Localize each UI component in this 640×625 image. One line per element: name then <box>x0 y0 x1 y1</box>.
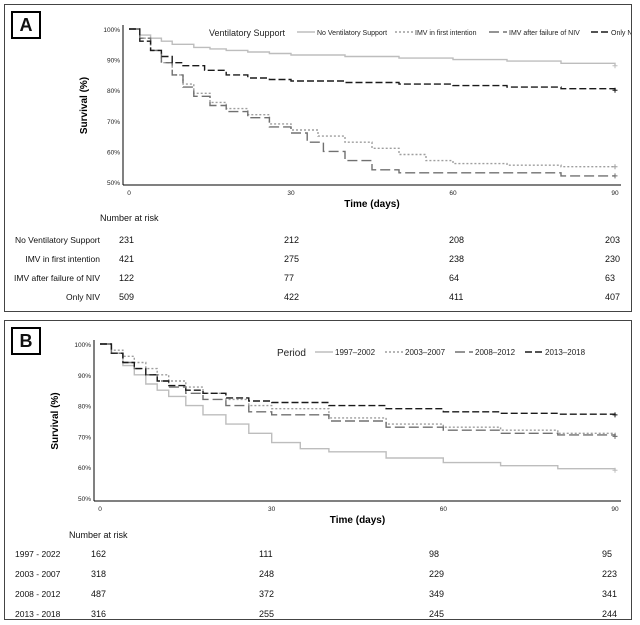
risk-value: 372 <box>259 589 275 599</box>
y-tick-label: 60% <box>78 465 91 472</box>
risk-row-label: 2008 - 2012 <box>15 589 61 599</box>
risk-row-label: Only NIV <box>65 292 100 302</box>
y-tick-label: 60% <box>107 149 120 156</box>
censor-mark <box>612 412 618 418</box>
risk-value: 238 <box>449 254 465 264</box>
y-tick-label: 90% <box>78 373 91 380</box>
series-line-2 <box>129 28 615 168</box>
risk-value: 162 <box>91 549 107 559</box>
censor-mark <box>612 467 618 473</box>
risk-value: 245 <box>429 609 445 619</box>
risk-value: 407 <box>605 292 621 302</box>
panel-a: A 50% 60% 70% 80% 90% 100% 0 30 60 90 Time (days) S… <box>4 4 632 312</box>
x-tick-label: 60 <box>449 190 457 197</box>
censor-mark <box>612 173 618 179</box>
risk-value: 341 <box>602 589 618 599</box>
risk-value: 411 <box>449 292 464 302</box>
y-tick-label: 50% <box>107 180 120 187</box>
risk-value: 111 <box>259 549 273 559</box>
y-tick-label: 50% <box>78 496 91 503</box>
y-axis-label: Survival (%) <box>79 77 90 134</box>
legend-entry-1: No Ventilatory Support <box>317 30 387 37</box>
chart-b: 50% 60% 70% 80% 90% 100% 0 30 60 90 Time (days) Sur… <box>50 340 621 526</box>
series-line-1 <box>100 343 616 471</box>
censor-mark <box>612 433 618 439</box>
y-tick-label: 100% <box>74 342 91 349</box>
risk-value: 223 <box>602 569 618 579</box>
risk-value: 122 <box>119 273 135 283</box>
risk-row-label: No Ventilatory Support <box>14 235 100 245</box>
risk-value: 421 <box>119 254 135 264</box>
series-line-3 <box>129 28 615 177</box>
risk-value: 95 <box>602 549 613 559</box>
risk-title-b: Number at risk <box>69 530 128 540</box>
risk-value: 203 <box>605 235 621 245</box>
series-line-1 <box>129 28 616 66</box>
x-axis-label: Time (days) <box>330 515 385 526</box>
legend-entry-2: IMV in first intention <box>415 30 477 37</box>
risk-value: 244 <box>602 609 618 619</box>
risk-value: 231 <box>119 235 135 245</box>
risk-value: 229 <box>429 569 445 579</box>
legend: Ventilatory Support No Ventilatory Suppor… <box>209 28 631 38</box>
risk-value: 212 <box>284 235 300 245</box>
panel-b: B 50% 60% 70% 80% 90% 100% 0 30 60 90 Time (days) S… <box>4 320 632 620</box>
chart-a: 50% 60% 70% 80% 90% 100% 0 30 60 90 Time (days) Sur… <box>79 25 631 210</box>
risk-value: 98 <box>429 549 440 559</box>
risk-value: 509 <box>119 292 135 302</box>
x-tick-label: 30 <box>268 506 276 513</box>
risk-value: 318 <box>91 569 107 579</box>
risk-row-label: IMV after failure of NIV <box>14 273 100 283</box>
y-tick-label: 70% <box>107 119 120 126</box>
censor-mark <box>612 87 618 93</box>
risk-row-label: 2013 - 2018 <box>15 609 61 619</box>
risk-value: 63 <box>605 273 616 283</box>
risk-row-label: IMV in first intention <box>25 254 100 264</box>
y-tick-label: 80% <box>78 404 91 411</box>
legend-entry-2: 2003–2007 <box>405 348 446 357</box>
legend-entry-4: 2013–2018 <box>545 348 586 357</box>
x-tick-label: 60 <box>440 506 448 513</box>
legend-entry-3: IMV after failure of NIV <box>509 30 580 37</box>
risk-value: 77 <box>284 273 295 283</box>
series-line-2 <box>100 343 616 437</box>
legend-title: Period <box>277 348 306 359</box>
legend-title: Ventilatory Support <box>209 28 286 38</box>
risk-value: 64 <box>449 273 460 283</box>
panel-label-b: B <box>11 327 41 355</box>
legend-entry-1: 1997–2002 <box>335 348 376 357</box>
y-tick-label: 90% <box>107 58 120 65</box>
x-tick-label: 90 <box>611 190 619 197</box>
y-tick-label: 80% <box>107 88 120 95</box>
x-axis-label: Time (days) <box>344 199 399 210</box>
risk-row-label: 2003 - 2007 <box>15 569 61 579</box>
risk-value: 349 <box>429 589 445 599</box>
series-line-3 <box>100 343 616 437</box>
x-tick-label: 30 <box>287 190 295 197</box>
legend: Period 1997–2002 2003–2007 2008–2012 2013–20… <box>277 348 586 359</box>
x-tick-label: 90 <box>611 506 619 513</box>
risk-value: 208 <box>449 235 465 245</box>
y-axis-label: Survival (%) <box>50 392 61 449</box>
risk-row-label: 1997 - 2022 <box>15 549 61 559</box>
risk-value: 487 <box>91 589 107 599</box>
censor-mark <box>612 164 618 170</box>
censor-mark <box>612 63 618 69</box>
y-tick-label: 70% <box>78 434 91 441</box>
risk-value: 255 <box>259 609 275 619</box>
x-tick-label: 0 <box>127 190 131 197</box>
x-tick-label: 0 <box>98 506 102 513</box>
risk-value: 422 <box>284 292 300 302</box>
risk-value: 248 <box>259 569 275 579</box>
legend-entry-3: 2008–2012 <box>475 348 516 357</box>
y-tick-label: 100% <box>103 27 120 34</box>
risk-value: 230 <box>605 254 621 264</box>
panel-label-a: A <box>11 11 41 39</box>
series-line-4 <box>100 343 616 415</box>
series-line-4 <box>129 28 616 91</box>
risk-value: 275 <box>284 254 300 264</box>
risk-title-a: Number at risk <box>100 213 159 223</box>
risk-value: 316 <box>91 609 107 619</box>
legend-entry-4: Only NIV <box>611 30 631 37</box>
